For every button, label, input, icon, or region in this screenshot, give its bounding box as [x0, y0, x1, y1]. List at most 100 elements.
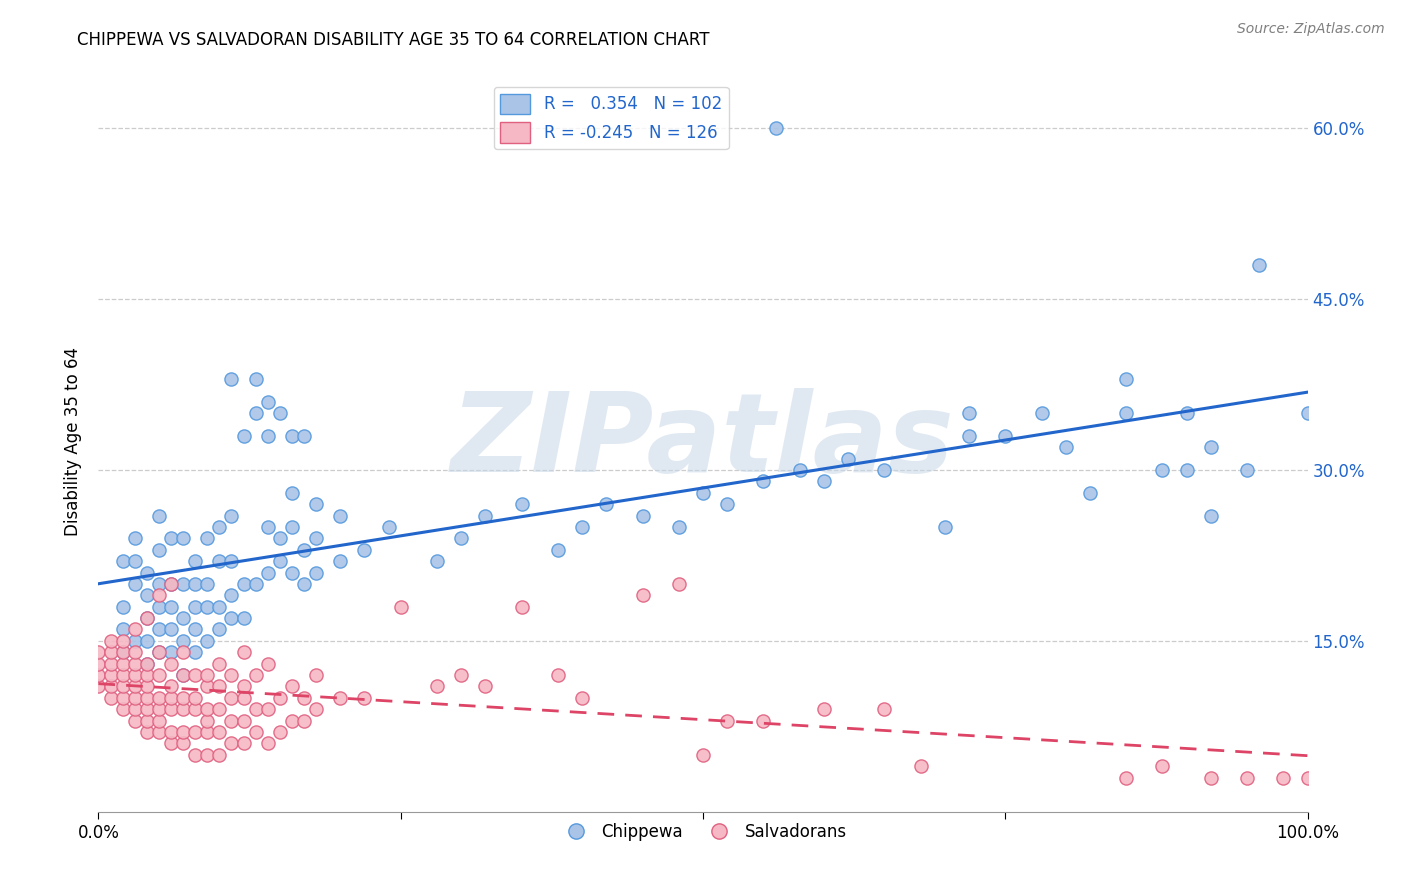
- Point: [111, 645, 134, 659]
- Point: [208, 725, 231, 739]
- Text: CHIPPEWA VS SALVADORAN DISABILITY AGE 35 TO 64 CORRELATION CHART: CHIPPEWA VS SALVADORAN DISABILITY AGE 35…: [77, 31, 710, 49]
- Point: [111, 554, 134, 568]
- Point: [100, 668, 122, 682]
- Point: [377, 520, 399, 534]
- Point: [100, 680, 122, 694]
- Point: [329, 508, 352, 523]
- Point: [873, 463, 896, 477]
- Point: [1115, 771, 1137, 785]
- Point: [111, 623, 134, 637]
- Point: [135, 680, 157, 694]
- Point: [245, 406, 267, 420]
- Point: [111, 690, 134, 705]
- Point: [148, 623, 170, 637]
- Point: [547, 542, 569, 557]
- Point: [1236, 463, 1258, 477]
- Point: [910, 759, 932, 773]
- Point: [1272, 771, 1295, 785]
- Point: [221, 508, 243, 523]
- Point: [172, 736, 194, 750]
- Point: [87, 680, 110, 694]
- Point: [245, 725, 267, 739]
- Point: [221, 736, 243, 750]
- Point: [789, 463, 811, 477]
- Point: [281, 429, 304, 443]
- Text: ZIPatlas: ZIPatlas: [451, 388, 955, 495]
- Point: [160, 680, 183, 694]
- Point: [1175, 463, 1198, 477]
- Point: [160, 690, 183, 705]
- Point: [269, 725, 291, 739]
- Point: [195, 633, 218, 648]
- Point: [716, 714, 738, 728]
- Point: [994, 429, 1017, 443]
- Point: [305, 702, 328, 716]
- Point: [111, 599, 134, 614]
- Point: [124, 714, 146, 728]
- Point: [631, 508, 654, 523]
- Point: [148, 645, 170, 659]
- Point: [172, 633, 194, 648]
- Point: [195, 725, 218, 739]
- Point: [269, 532, 291, 546]
- Point: [281, 680, 304, 694]
- Point: [208, 680, 231, 694]
- Point: [232, 645, 254, 659]
- Point: [305, 566, 328, 580]
- Point: [232, 429, 254, 443]
- Point: [450, 532, 472, 546]
- Point: [1236, 771, 1258, 785]
- Point: [281, 485, 304, 500]
- Point: [305, 532, 328, 546]
- Point: [269, 406, 291, 420]
- Point: [1152, 463, 1174, 477]
- Point: [160, 577, 183, 591]
- Point: [353, 542, 375, 557]
- Point: [208, 599, 231, 614]
- Point: [221, 554, 243, 568]
- Text: Source: ZipAtlas.com: Source: ZipAtlas.com: [1237, 22, 1385, 37]
- Point: [148, 599, 170, 614]
- Point: [245, 577, 267, 591]
- Point: [389, 599, 412, 614]
- Point: [111, 633, 134, 648]
- Point: [221, 588, 243, 602]
- Point: [148, 714, 170, 728]
- Point: [474, 508, 496, 523]
- Point: [1296, 771, 1319, 785]
- Point: [160, 577, 183, 591]
- Point: [135, 633, 157, 648]
- Point: [208, 747, 231, 762]
- Point: [1031, 406, 1053, 420]
- Point: [148, 577, 170, 591]
- Point: [450, 668, 472, 682]
- Point: [232, 736, 254, 750]
- Point: [281, 566, 304, 580]
- Point: [232, 690, 254, 705]
- Point: [752, 714, 775, 728]
- Point: [184, 577, 207, 591]
- Point: [111, 657, 134, 671]
- Point: [232, 680, 254, 694]
- Point: [148, 702, 170, 716]
- Point: [256, 394, 278, 409]
- Point: [184, 554, 207, 568]
- Point: [160, 725, 183, 739]
- Point: [305, 668, 328, 682]
- Point: [510, 497, 533, 511]
- Point: [111, 680, 134, 694]
- Point: [195, 714, 218, 728]
- Point: [148, 668, 170, 682]
- Point: [426, 554, 449, 568]
- Point: [124, 623, 146, 637]
- Point: [292, 577, 315, 591]
- Point: [195, 577, 218, 591]
- Point: [1115, 406, 1137, 420]
- Point: [100, 645, 122, 659]
- Point: [160, 736, 183, 750]
- Point: [1199, 508, 1222, 523]
- Point: [124, 690, 146, 705]
- Point: [269, 690, 291, 705]
- Point: [100, 657, 122, 671]
- Point: [195, 599, 218, 614]
